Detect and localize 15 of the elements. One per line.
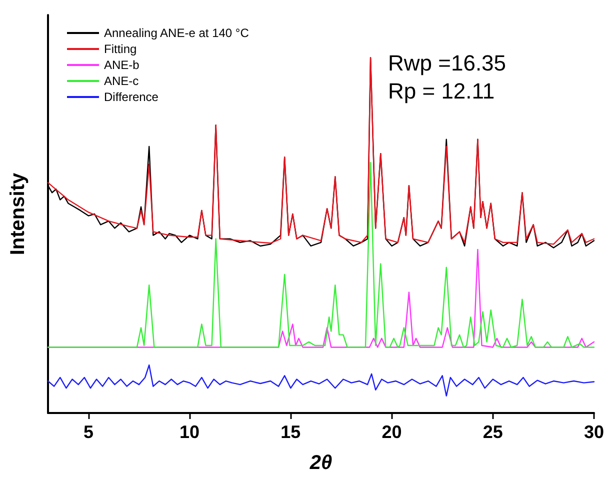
x-tick-label: 5: [83, 422, 94, 442]
annotation: Rwp =16.35: [388, 50, 506, 76]
x-tick-label: 25: [482, 422, 503, 442]
x-axis-title: 2θ: [308, 452, 332, 474]
x-tick-label: 15: [280, 422, 301, 442]
x-tick-label: 20: [382, 422, 402, 442]
annotation: Rp = 12.11: [388, 78, 495, 104]
legend-label: ANE-c: [104, 74, 139, 88]
legend-label: ANE-b: [104, 58, 140, 72]
legend-label: Annealing ANE-e at 140 °C: [104, 26, 250, 40]
legend-label: Fitting: [104, 42, 137, 56]
x-tick-label: 30: [584, 422, 604, 442]
legend-label: Difference: [104, 90, 159, 104]
y-axis-title: Intensity: [7, 172, 29, 256]
x-tick-label: 10: [180, 422, 200, 442]
